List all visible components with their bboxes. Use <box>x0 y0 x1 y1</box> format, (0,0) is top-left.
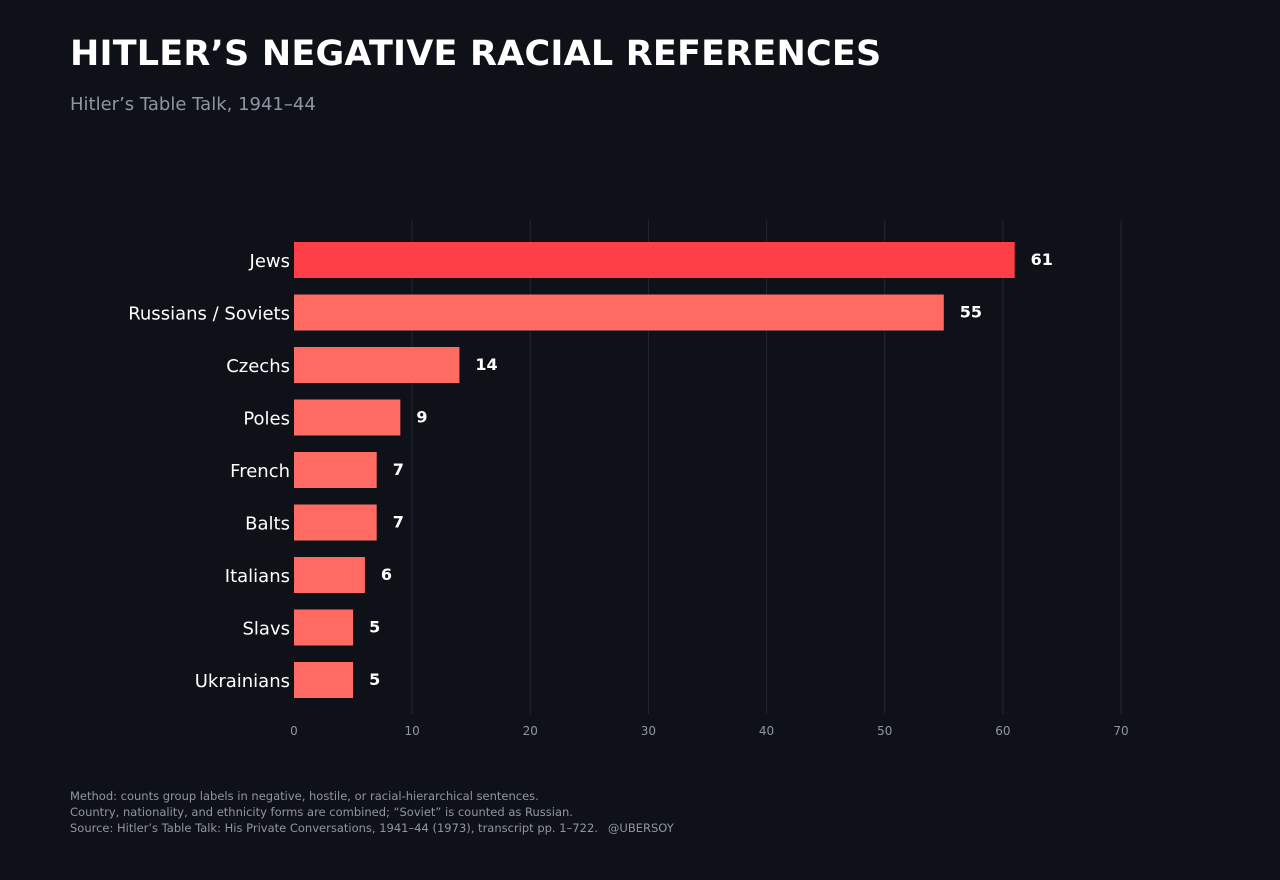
bar <box>294 662 354 698</box>
x-tick-label: 0 <box>290 724 298 738</box>
chart-subtitle: Hitler’s Table Talk, 1941–44 <box>70 94 316 115</box>
x-axis-ticks: 0 10 20 30 40 50 60 70 <box>290 724 1128 738</box>
value-label: 14 <box>475 355 497 374</box>
value-label: 5 <box>369 670 380 689</box>
category-label: Italians <box>225 566 290 587</box>
bar <box>294 452 377 488</box>
x-tick-label: 40 <box>759 724 774 738</box>
bar <box>294 294 944 331</box>
source-line: Source: Hitler’s Table Talk: His Private… <box>70 820 674 836</box>
gridlines <box>411 220 1122 714</box>
bar <box>294 399 401 436</box>
combination-note: Country, nationality, and ethnicity form… <box>70 805 573 819</box>
x-tick-label: 10 <box>405 724 420 738</box>
method-note: Method: counts group labels in negative,… <box>70 789 539 803</box>
category-label: Jews <box>249 251 290 272</box>
bar <box>294 242 1015 278</box>
category-labels: Jews Russians / Soviets Czechs Poles French B… <box>128 251 290 692</box>
category-label: Poles <box>243 409 290 430</box>
category-label: Balts <box>245 514 290 535</box>
category-label: Russians / Soviets <box>128 304 290 325</box>
x-tick-label: 60 <box>995 724 1010 738</box>
x-tick-label: 30 <box>641 724 656 738</box>
bar <box>294 347 460 383</box>
category-label: French <box>230 461 290 482</box>
source-note: Source: Hitler’s Table Talk: His Private… <box>70 821 598 835</box>
bar <box>294 609 354 646</box>
value-label: 9 <box>416 408 427 427</box>
category-label: Ukrainians <box>195 671 290 692</box>
chart-footer: Method: counts group labels in negative,… <box>70 788 674 836</box>
category-label: Slavs <box>243 619 291 640</box>
value-label: 5 <box>369 618 380 637</box>
value-label: 55 <box>960 303 982 322</box>
bar <box>294 557 365 593</box>
value-label: 7 <box>393 513 404 532</box>
value-label: 61 <box>1031 250 1053 269</box>
category-label: Czechs <box>226 356 290 377</box>
value-label: 7 <box>393 460 404 479</box>
x-tick-label: 50 <box>877 724 892 738</box>
bar <box>294 504 377 541</box>
bars <box>294 242 1015 698</box>
x-tick-label: 70 <box>1113 724 1128 738</box>
author-handle: @UBERSOY <box>607 821 674 835</box>
chart-title: HITLER’S NEGATIVE RACIAL REFERENCES <box>70 34 882 74</box>
value-label: 6 <box>381 565 392 584</box>
x-tick-label: 20 <box>523 724 538 738</box>
